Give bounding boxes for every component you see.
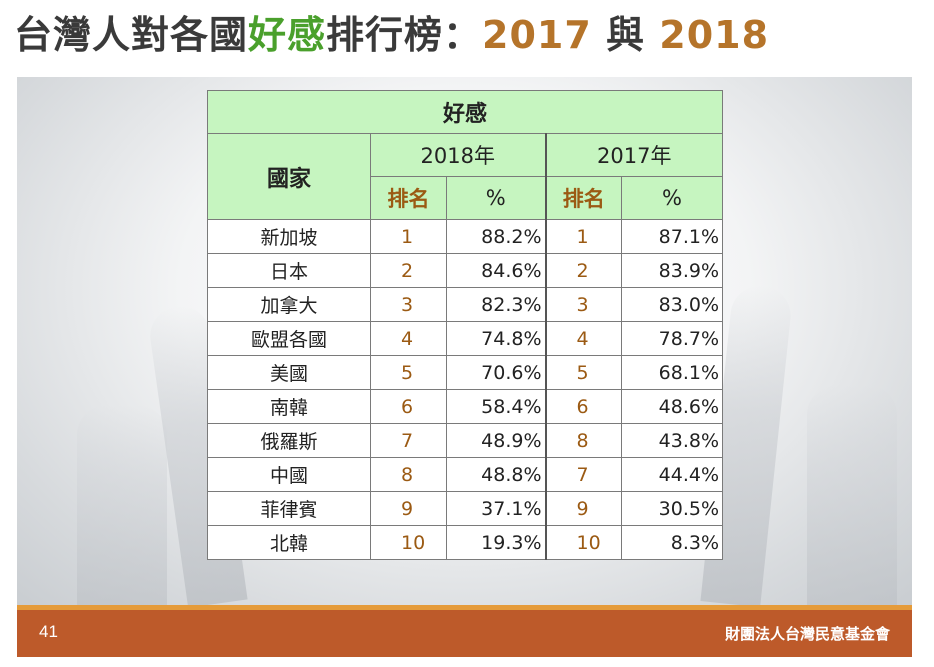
country-cell: 菲律賓 <box>207 491 371 526</box>
pct-2018-cell: 48.8% <box>446 457 546 492</box>
table-row: 美國 5 70.6% 5 68.1% <box>207 355 724 390</box>
rank-2017-cell: 7 <box>544 457 622 492</box>
rank-2018-cell: 6 <box>370 389 447 424</box>
pct-2017-cell: 44.4% <box>620 457 724 492</box>
favorability-table: 好感 國家 2018年 2017年 排名 % 排名 % 新加坡 1 88.2% 1 87… <box>206 90 724 560</box>
country-cell: 南韓 <box>207 389 371 424</box>
pct-2018-cell: 82.3% <box>446 287 546 322</box>
pct-2017-cell: 87.1% <box>620 219 724 254</box>
main-header-cell: 好感 <box>206 90 724 134</box>
table-row: 俄羅斯 7 48.9% 8 43.8% <box>207 423 724 458</box>
pct-2018-cell: 84.6% <box>446 253 546 288</box>
rank-2018-cell: 10 <box>370 525 447 560</box>
footer-accent-line <box>17 605 912 610</box>
rank-2018-cell: 2 <box>370 253 447 288</box>
slide-title: 台灣人對各國好感排行榜：2017 與 2018 <box>14 4 924 66</box>
rank-2017-cell: 2 <box>544 253 622 288</box>
table-row: 加拿大 3 82.3% 3 83.0% <box>207 287 724 322</box>
table-sub-header-row: 排名 % 排名 % <box>208 176 724 220</box>
rank-2017-cell: 1 <box>544 219 622 254</box>
rank-2018-cell: 5 <box>370 355 447 390</box>
pct-2018-cell: 70.6% <box>446 355 546 390</box>
pct-2018-cell: 19.3% <box>446 525 546 560</box>
pct-2017-cell: 8.3% <box>620 525 724 560</box>
organization-name: 財團法人台灣民意基金會 <box>724 625 890 643</box>
rank-2017-cell: 3 <box>544 287 622 322</box>
pct-2017-cell: 30.5% <box>620 491 724 526</box>
table-row: 日本 2 84.6% 2 83.9% <box>207 253 724 288</box>
rank-2018-cell: 8 <box>370 457 447 492</box>
pct-2018-cell: 74.8% <box>446 321 546 356</box>
rank-2017-cell: 6 <box>544 389 622 424</box>
title-part2: 排行榜： <box>326 13 483 57</box>
title-year-b: 2018 <box>659 13 770 57</box>
country-cell: 美國 <box>207 355 371 390</box>
title-year-a: 2017 <box>482 13 592 57</box>
country-cell: 中國 <box>207 457 371 492</box>
table-row: 北韓 10 19.3% 10 8.3% <box>207 525 724 560</box>
year-2017-header: 2017年 <box>544 133 724 177</box>
background-silhouette <box>807 385 897 605</box>
table-row: 中國 8 48.8% 7 44.4% <box>207 457 724 492</box>
pct-2017-cell: 43.8% <box>620 423 724 458</box>
rank-2018-cell: 7 <box>370 423 447 458</box>
country-header-cell: 國家 <box>207 133 371 220</box>
country-cell: 俄羅斯 <box>207 423 371 458</box>
pct-2017-header: % <box>620 176 724 220</box>
background-silhouette <box>77 405 167 605</box>
rank-2017-cell: 10 <box>544 525 622 560</box>
table-row: 菲律賓 9 37.1% 9 30.5% <box>207 491 724 526</box>
title-highlight: 好感 <box>248 13 327 57</box>
pct-2017-cell: 68.1% <box>620 355 724 390</box>
table-row: 歐盟各國 4 74.8% 4 78.7% <box>207 321 724 356</box>
title-part1: 台灣人對各國 <box>14 13 249 57</box>
rank-2017-cell: 4 <box>544 321 622 356</box>
slide-footer: 41 財團法人台灣民意基金會 <box>17 610 912 657</box>
table-row: 新加坡 1 88.2% 1 87.1% <box>207 219 724 254</box>
pct-2018-cell: 58.4% <box>446 389 546 424</box>
pct-2018-header: % <box>446 176 546 220</box>
rank-2018-cell: 9 <box>370 491 447 526</box>
page-number: 41 <box>39 622 58 641</box>
rank-2017-cell: 5 <box>544 355 622 390</box>
rank-2018-cell: 1 <box>370 219 447 254</box>
country-cell: 北韓 <box>207 525 371 560</box>
table-row: 南韓 6 58.4% 6 48.6% <box>207 389 724 424</box>
pct-2017-cell: 83.0% <box>620 287 724 322</box>
rank-2018-cell: 3 <box>370 287 447 322</box>
rank-2018-cell: 4 <box>370 321 447 356</box>
pct-2018-cell: 37.1% <box>446 491 546 526</box>
year-2018-header: 2018年 <box>370 133 546 177</box>
pct-2018-cell: 88.2% <box>446 219 546 254</box>
country-cell: 加拿大 <box>207 287 371 322</box>
pct-2018-cell: 48.9% <box>446 423 546 458</box>
country-cell: 新加坡 <box>207 219 371 254</box>
rank-2018-header: 排名 <box>370 176 447 220</box>
country-cell: 歐盟各國 <box>207 321 371 356</box>
pct-2017-cell: 78.7% <box>620 321 724 356</box>
rank-2017-cell: 9 <box>544 491 622 526</box>
country-cell: 日本 <box>207 253 371 288</box>
table-main-header-row: 好感 <box>206 90 724 134</box>
rank-2017-header: 排名 <box>544 176 622 220</box>
table-year-header-row: 國家 2018年 2017年 <box>207 133 724 220</box>
rank-2017-cell: 8 <box>544 423 622 458</box>
title-mid: 與 <box>591 13 660 57</box>
pct-2017-cell: 48.6% <box>620 389 724 424</box>
pct-2017-cell: 83.9% <box>620 253 724 288</box>
